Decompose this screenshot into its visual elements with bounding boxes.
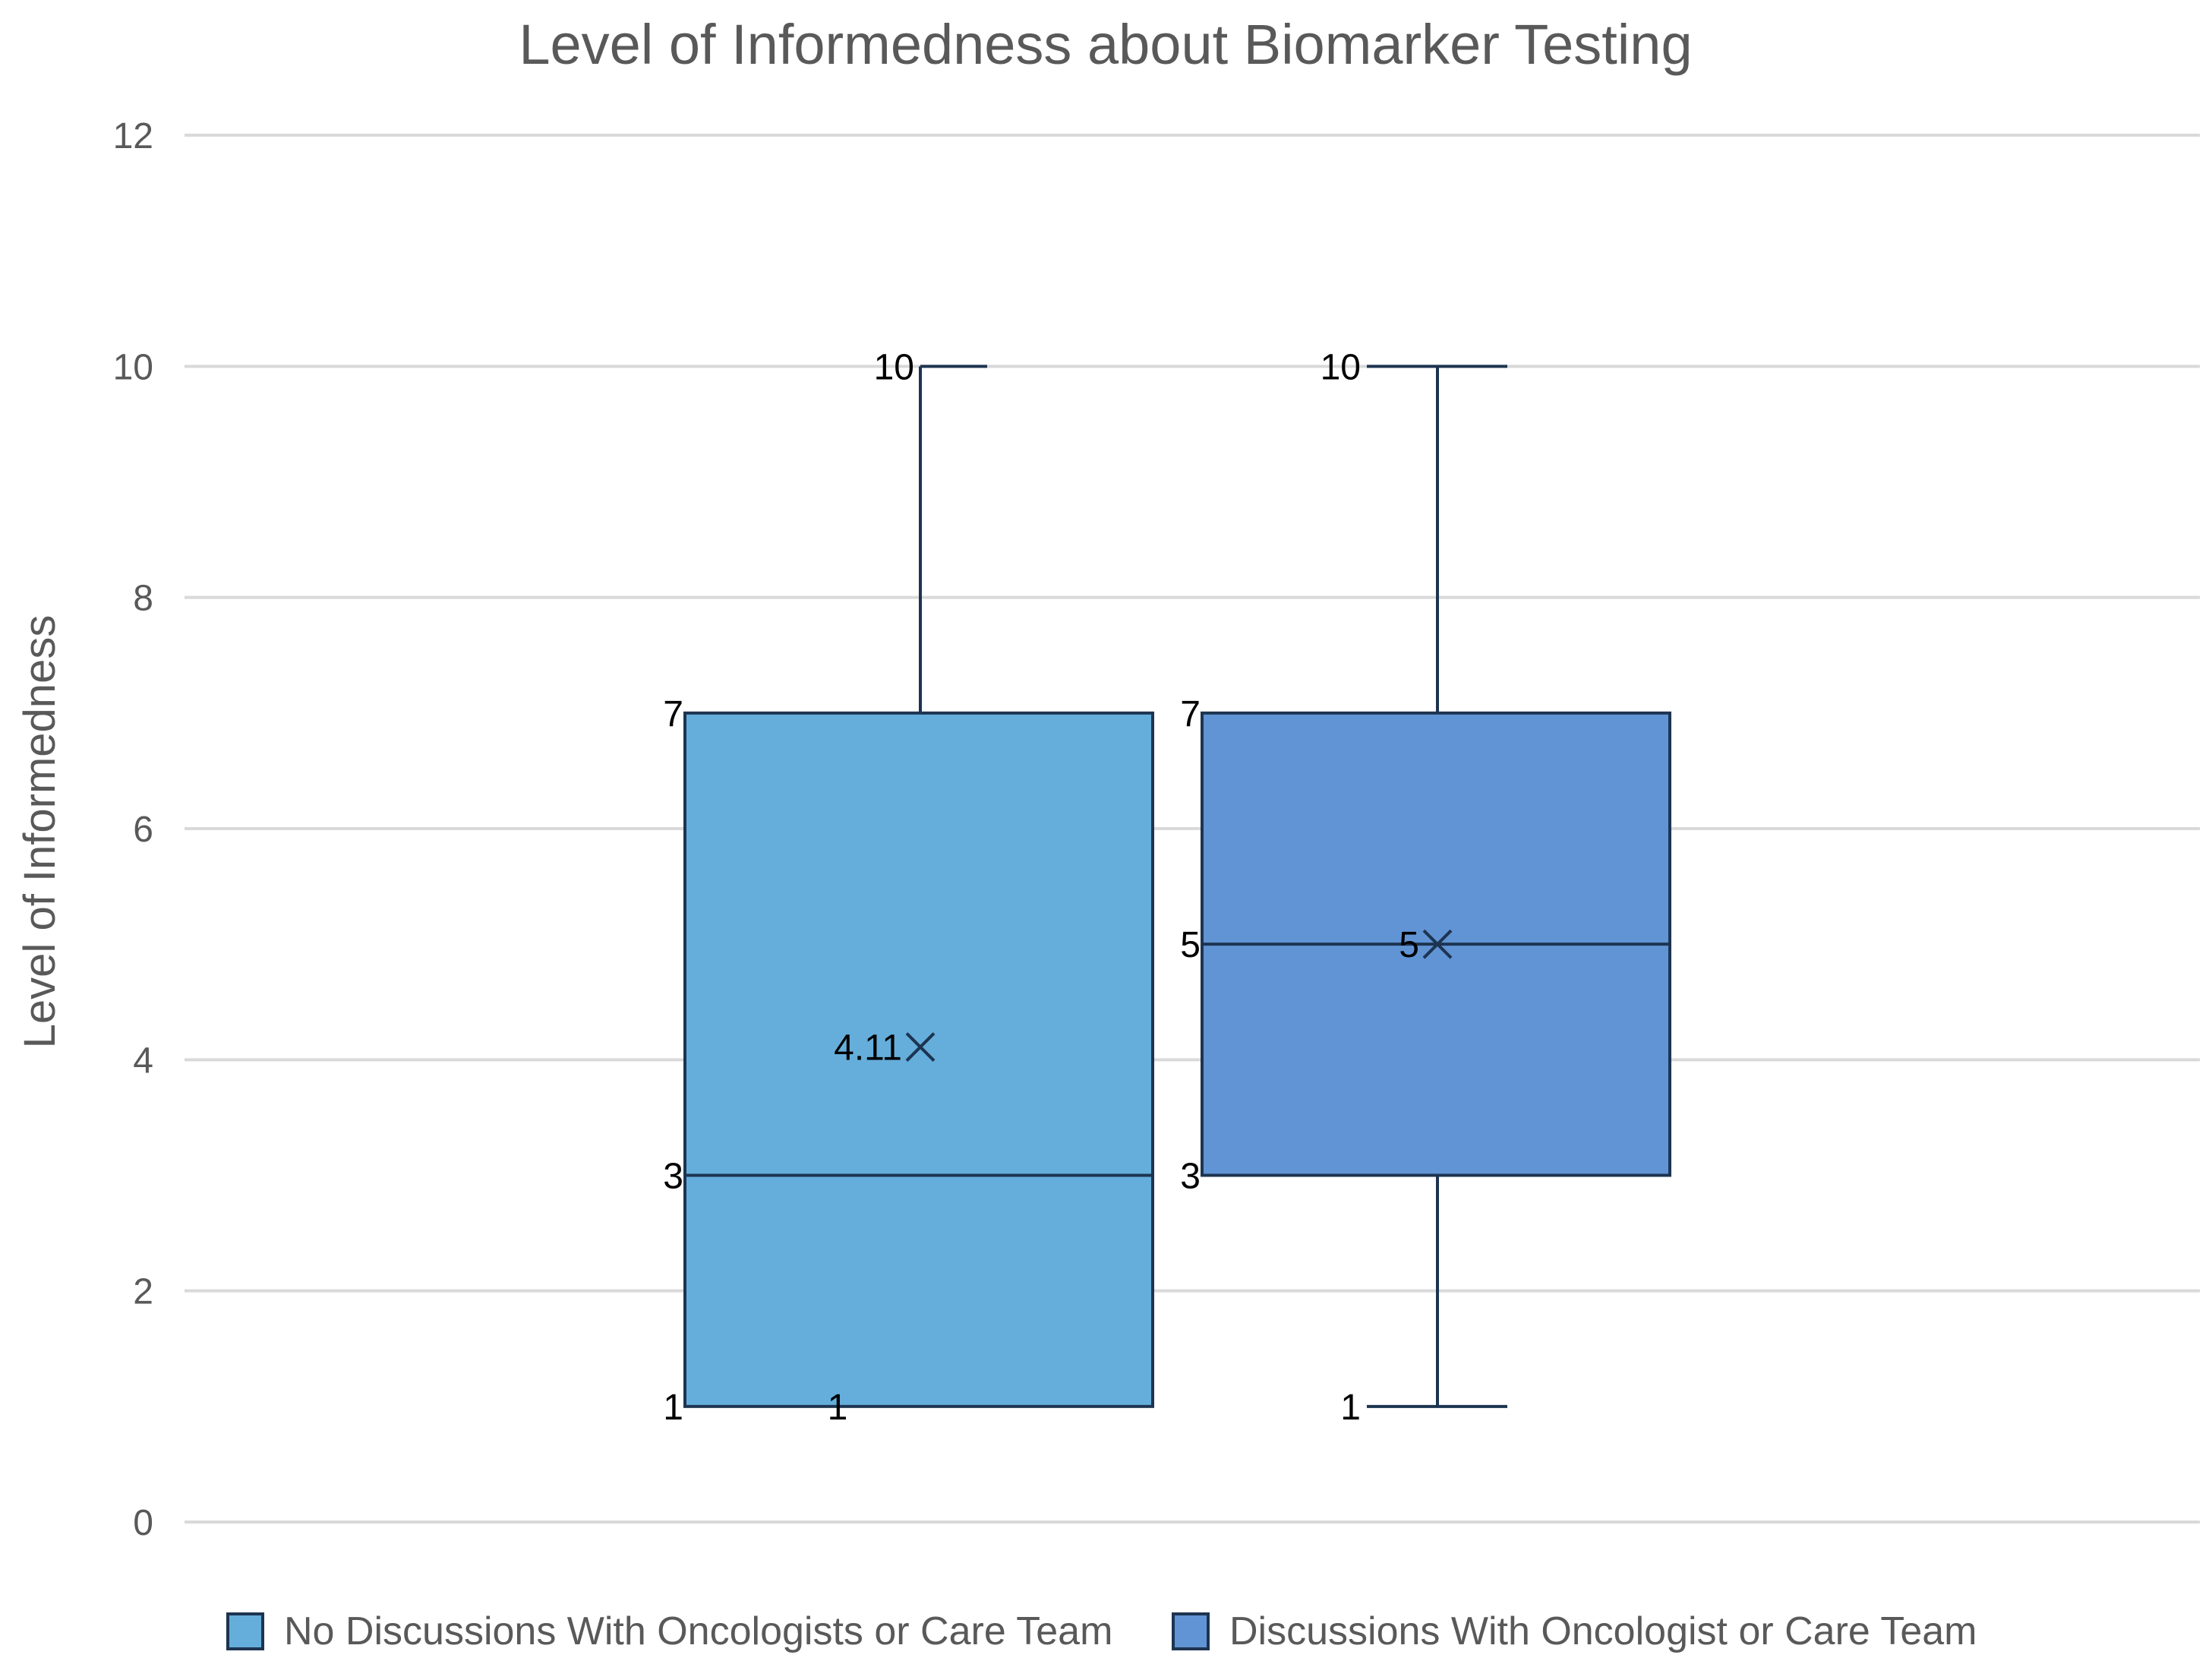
min-label: 1 [1340, 1388, 1361, 1428]
median-label: 3 [663, 1157, 683, 1197]
mean-label: 5 [1399, 925, 1419, 965]
legend-swatch [226, 1612, 264, 1650]
legend-item-2: Discussions With Oncologist or Care Team [1172, 1609, 1977, 1653]
y-tick-label: 4 [133, 1041, 153, 1081]
y-tick-label: 6 [133, 810, 153, 850]
max-label: 10 [874, 347, 914, 387]
mean-label: 4.11 [834, 1028, 902, 1069]
legend: No Discussions With Oncologists or Care … [226, 1609, 1977, 1653]
y-tick-label: 0 [133, 1503, 153, 1543]
y-tick-label: 10 [113, 347, 153, 387]
y-axis-label: Level of Informedness [15, 615, 65, 1049]
max-label: 10 [1321, 347, 1361, 387]
q1-label: 1 [663, 1388, 683, 1428]
chart-title: Level of Informedness about Biomarker Te… [519, 13, 1692, 76]
mean-marker [1422, 929, 1453, 959]
y-tick-label: 2 [133, 1272, 153, 1312]
y-tick-label: 12 [113, 116, 153, 156]
q3-label: 7 [1180, 694, 1201, 734]
legend-swatch [1172, 1612, 1210, 1650]
min-label: 1 [828, 1388, 848, 1428]
y-axis-ticks: 0 2 4 6 8 10 12 [113, 116, 153, 1543]
legend-label: Discussions With Oncologist or Care Team [1229, 1609, 1977, 1653]
box-2: 10 7 5 5 3 1 [1180, 347, 1671, 1428]
q3-label: 7 [663, 694, 683, 734]
legend-label: No Discussions With Oncologists or Care … [284, 1609, 1112, 1653]
box-series: 10 7 4.11 3 1 1 10 7 5 5 3 1 [663, 347, 1671, 1428]
mean-marker [905, 1032, 936, 1063]
gridlines [185, 134, 2200, 1524]
median-label: 5 [1180, 925, 1201, 965]
q1-label: 3 [1180, 1157, 1201, 1197]
box-1: 10 7 4.11 3 1 1 [663, 347, 1154, 1428]
y-tick-label: 8 [133, 579, 153, 619]
iqr-box [683, 711, 1154, 1408]
legend-item-1: No Discussions With Oncologists or Care … [226, 1609, 1112, 1653]
